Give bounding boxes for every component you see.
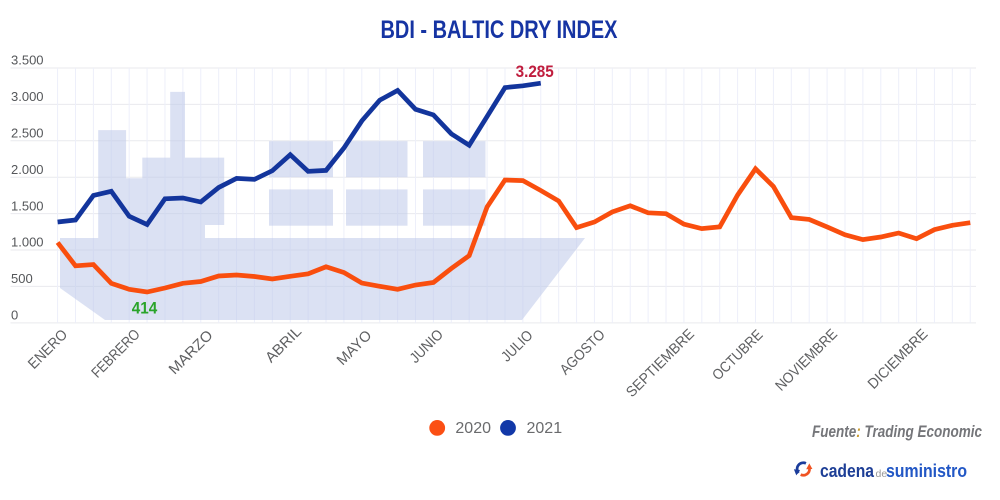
svg-text:3.500: 3.500 bbox=[11, 53, 44, 68]
svg-text:2.000: 2.000 bbox=[11, 162, 44, 177]
svg-text:2020: 2020 bbox=[455, 420, 491, 437]
svg-text:cadena: cadena bbox=[820, 461, 875, 481]
svg-text:0: 0 bbox=[11, 308, 18, 323]
svg-text:3.000: 3.000 bbox=[11, 89, 44, 104]
svg-text:414: 414 bbox=[132, 298, 158, 317]
svg-text:1.000: 1.000 bbox=[11, 235, 44, 250]
svg-text:Fuente: Trading Economic: Fuente: Trading Economic bbox=[812, 422, 982, 441]
svg-text:500: 500 bbox=[11, 271, 33, 286]
svg-text:3.285: 3.285 bbox=[516, 62, 554, 81]
svg-text:2021: 2021 bbox=[527, 420, 563, 437]
svg-text:suministro: suministro bbox=[886, 461, 967, 481]
svg-text:1.500: 1.500 bbox=[11, 198, 44, 213]
svg-text:2.500: 2.500 bbox=[11, 126, 44, 141]
svg-text:BDI - BALTIC DRY INDEX: BDI - BALTIC DRY INDEX bbox=[381, 16, 618, 44]
svg-text:de: de bbox=[876, 468, 888, 480]
